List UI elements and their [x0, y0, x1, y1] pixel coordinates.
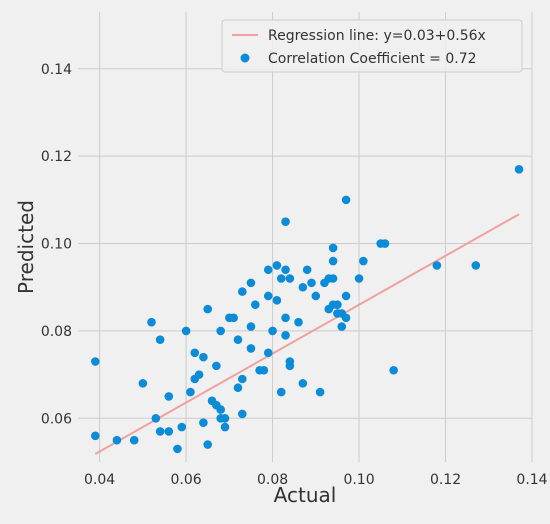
scatter-point — [155, 427, 165, 436]
scatter-point — [354, 274, 364, 283]
scatter-point — [199, 352, 208, 362]
scatter-point — [307, 278, 316, 288]
scatter-point — [298, 379, 308, 388]
scatter-point — [389, 365, 398, 375]
scatter-point — [229, 313, 238, 323]
scatter-point — [432, 261, 442, 270]
scatter-point — [263, 348, 273, 358]
x-tick-label: 0.06 — [171, 472, 202, 488]
scatter-point — [212, 361, 221, 371]
scatter-point — [281, 217, 290, 227]
scatter-point — [281, 313, 290, 323]
x-tick-label: 0.04 — [84, 472, 115, 488]
scatter-point — [263, 265, 273, 275]
scatter-point — [268, 326, 277, 336]
scatter-point — [151, 414, 161, 423]
x-tick-label: 0.14 — [516, 472, 547, 488]
scatter-point — [281, 331, 290, 340]
scatter-point — [155, 335, 165, 344]
scatter-point — [220, 414, 230, 423]
scatter-point — [90, 431, 100, 441]
scatter-point — [194, 370, 204, 379]
scatter-point — [294, 317, 303, 327]
y-tick-label: 0.10 — [41, 237, 72, 253]
scatter-point — [90, 357, 100, 366]
scatter-point — [238, 374, 247, 384]
scatter-point — [272, 261, 282, 270]
scatter-point — [186, 387, 195, 397]
scatter-point — [276, 274, 286, 283]
scatter-point — [328, 256, 338, 266]
scatter-point — [302, 265, 312, 275]
scatter-point — [250, 300, 260, 310]
scatter-point — [216, 405, 225, 414]
x-tick-label: 0.10 — [343, 472, 374, 488]
scatter-point — [233, 335, 243, 344]
legend-box — [221, 19, 523, 73]
scatter-point — [272, 296, 282, 305]
scatter-point — [164, 392, 174, 401]
scatter-point — [203, 440, 213, 449]
scatter-point — [216, 326, 225, 336]
scatter-point — [138, 379, 148, 388]
scatter-point — [380, 239, 390, 248]
scatter-point — [233, 383, 243, 393]
scatter-point — [337, 322, 347, 331]
scatter-point — [315, 387, 325, 397]
scatter-point — [333, 300, 342, 310]
scatter-point — [341, 291, 351, 301]
y-tick-label: 0.12 — [41, 149, 72, 165]
y-tick-labels: 0.06 0.08 0.10 0.12 0.14 — [41, 62, 72, 428]
legend: Regression line: y=0.03+0.56x Correlatio… — [221, 19, 523, 73]
x-tick-label: 0.12 — [430, 472, 461, 488]
legend-regression-label: Regression line: y=0.03+0.56x — [268, 28, 486, 44]
scatter-point — [220, 422, 230, 432]
regression-line — [94, 213, 520, 455]
scatter-point — [246, 278, 256, 288]
y-axis-label: Predicted — [14, 200, 38, 294]
legend-scatter-label: Correlation Coefficient = 0.72 — [268, 51, 477, 67]
x-tick-labels: 0.04 0.06 0.08 0.10 0.12 0.14 — [84, 472, 548, 488]
scatter-point — [471, 261, 481, 270]
x-tick-label: 0.08 — [257, 472, 288, 488]
scatter-point — [328, 274, 338, 283]
scatter-point — [276, 387, 286, 397]
scatter-point — [285, 357, 295, 366]
scatter-points — [90, 164, 524, 454]
scatter-point — [246, 344, 256, 353]
scatter-point — [173, 444, 182, 454]
scatter-point — [285, 274, 295, 283]
scatter-point — [147, 317, 156, 327]
legend-scatter-swatch — [240, 53, 250, 63]
scatter-point — [328, 243, 338, 253]
scatter-point — [514, 164, 524, 174]
scatter-point — [181, 326, 191, 336]
y-tick-label: 0.06 — [41, 411, 72, 427]
scatter-point — [341, 195, 351, 205]
scatter-point — [263, 291, 273, 301]
scatter-point — [359, 256, 368, 266]
y-tick-label: 0.08 — [41, 324, 72, 340]
plot-area — [78, 12, 532, 462]
scatter-point — [129, 435, 139, 445]
scatter-point — [164, 427, 174, 436]
scatter-point — [177, 422, 187, 432]
scatter-point — [298, 282, 308, 292]
scatter-point — [281, 265, 290, 275]
y-tick-label: 0.14 — [41, 62, 72, 78]
scatter-point — [112, 435, 122, 445]
scatter-point — [238, 287, 247, 296]
scatter-point — [246, 322, 256, 331]
scatter-point — [311, 291, 321, 301]
scatter-point — [341, 313, 351, 323]
scatter-point — [238, 409, 247, 419]
x-axis-label: Actual — [274, 483, 337, 507]
scatter-point — [259, 365, 269, 375]
scatter-point — [190, 348, 200, 358]
scatter-point — [199, 418, 208, 427]
scatter-point — [203, 304, 213, 314]
regression-line-layer — [94, 213, 520, 455]
